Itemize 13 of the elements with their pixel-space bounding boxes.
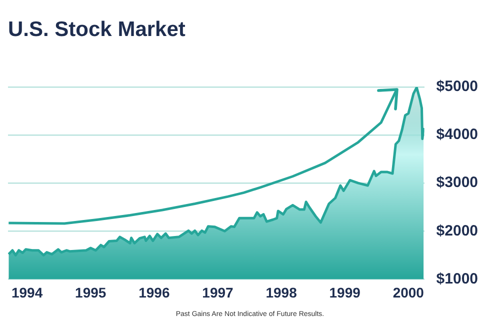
y-tick-label: $2000 [436, 222, 478, 240]
y-tick-label: $5000 [436, 78, 478, 96]
y-tick-label: $1000 [436, 270, 478, 288]
x-tick-label: 1997 [202, 284, 234, 300]
y-tick-label: $4000 [436, 126, 478, 144]
x-tick-label: 1995 [75, 284, 106, 300]
x-tick-label: 1994 [11, 284, 43, 300]
x-tick-label: 1998 [266, 284, 298, 300]
x-tick-label: 1996 [138, 284, 170, 300]
chart-title: U.S. Stock Market [8, 18, 186, 42]
x-tick-label: 2000 [392, 284, 424, 300]
y-tick-label: $3000 [436, 174, 478, 192]
x-tick-label: 1999 [329, 284, 361, 300]
